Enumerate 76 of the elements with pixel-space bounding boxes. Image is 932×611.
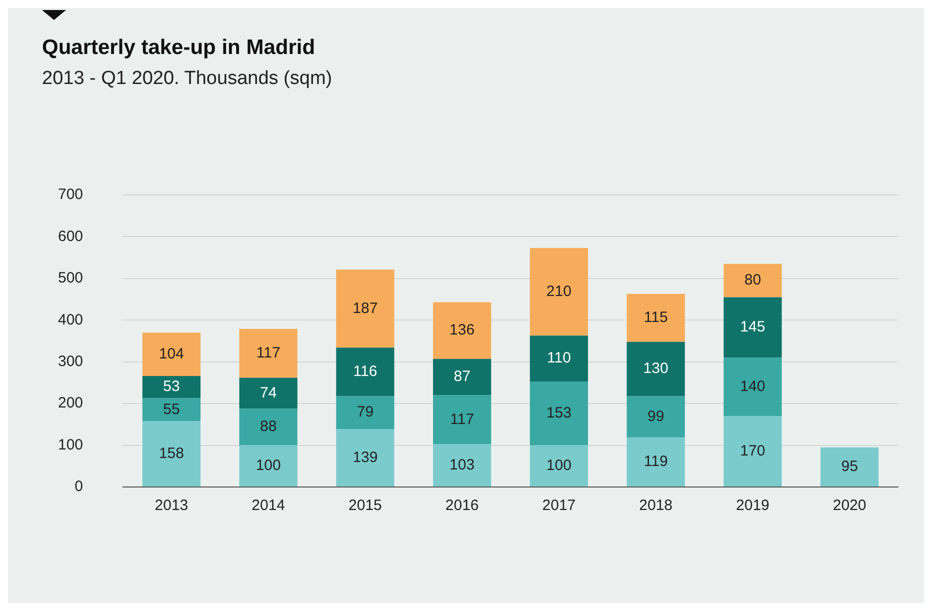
x-tick-label: 2014 [252, 497, 286, 514]
bar [239, 445, 298, 486]
bar [433, 358, 492, 396]
data-label: 74 [260, 384, 277, 402]
y-tick-label: 300 [58, 353, 84, 370]
chart-subtitle: 2013 - Q1 2020. Thousands (sqm) [42, 68, 332, 90]
x-tick-label: 2019 [736, 497, 770, 514]
data-label: 119 [644, 453, 668, 470]
x-tick-label: 2018 [639, 497, 673, 514]
data-label: 145 [740, 318, 766, 336]
bar [626, 342, 685, 396]
bar [530, 381, 588, 446]
data-label: 210 [546, 282, 572, 300]
data-label: 99 [647, 408, 664, 425]
bar [142, 376, 201, 398]
data-label: 140 [740, 378, 766, 396]
y-tick-label: 400 [58, 311, 84, 328]
data-label: 117 [256, 344, 280, 362]
data-label: 95 [841, 458, 858, 476]
data-label: 100 [546, 457, 572, 474]
data-label: 158 [158, 444, 184, 462]
bar [142, 398, 201, 422]
y-tick-label: 0 [74, 478, 84, 496]
data-label: 79 [356, 404, 374, 421]
data-label: 170 [740, 442, 766, 460]
data-label: 117 [450, 410, 474, 428]
bar [820, 447, 879, 486]
bar [433, 302, 492, 359]
bar [530, 336, 588, 382]
bar [336, 348, 394, 396]
data-label: 187 [352, 300, 378, 317]
bar [239, 408, 298, 446]
y-tick-label: 700 [58, 186, 84, 204]
y-tick-label: 100 [58, 436, 84, 454]
bar [239, 328, 298, 378]
data-label: 88 [260, 418, 277, 436]
data-label: 103 [450, 456, 475, 474]
bar [626, 396, 685, 438]
bar [142, 332, 201, 376]
bar [336, 429, 394, 486]
bar [239, 378, 298, 409]
data-label: 115 [644, 308, 668, 326]
data-label: 110 [546, 350, 571, 367]
bar [724, 416, 782, 486]
bar [433, 395, 492, 444]
y-tick-label: 600 [58, 228, 84, 245]
x-tick-label: 2013 [154, 497, 188, 514]
y-tick-label: 500 [58, 270, 84, 287]
data-label: 136 [450, 322, 475, 339]
bar [530, 445, 588, 486]
bar [336, 396, 394, 430]
bar [724, 297, 782, 358]
bar [724, 358, 782, 416]
data-label: 139 [352, 448, 378, 466]
data-label: 100 [256, 457, 281, 474]
bar [626, 437, 685, 486]
data-label: 104 [158, 345, 184, 362]
data-label: 87 [454, 368, 470, 386]
x-tick-label: 2017 [542, 497, 576, 514]
data-label: 116 [353, 363, 378, 380]
bar [626, 294, 685, 342]
chart-title: Quarterly take-up in Madrid [42, 36, 316, 60]
bar [142, 421, 201, 486]
bar [433, 444, 492, 486]
bar [530, 248, 588, 336]
data-label: 53 [163, 378, 180, 396]
data-label: 80 [744, 272, 762, 289]
data-label: 55 [163, 400, 180, 418]
x-tick-label: 2015 [348, 497, 382, 514]
x-tick-label: 2020 [832, 497, 866, 514]
x-tick-label: 2016 [445, 497, 479, 514]
y-tick-label: 200 [58, 394, 84, 412]
data-label: 130 [643, 360, 668, 378]
bar [336, 270, 394, 348]
data-label: 153 [546, 404, 572, 422]
bar [724, 264, 782, 298]
